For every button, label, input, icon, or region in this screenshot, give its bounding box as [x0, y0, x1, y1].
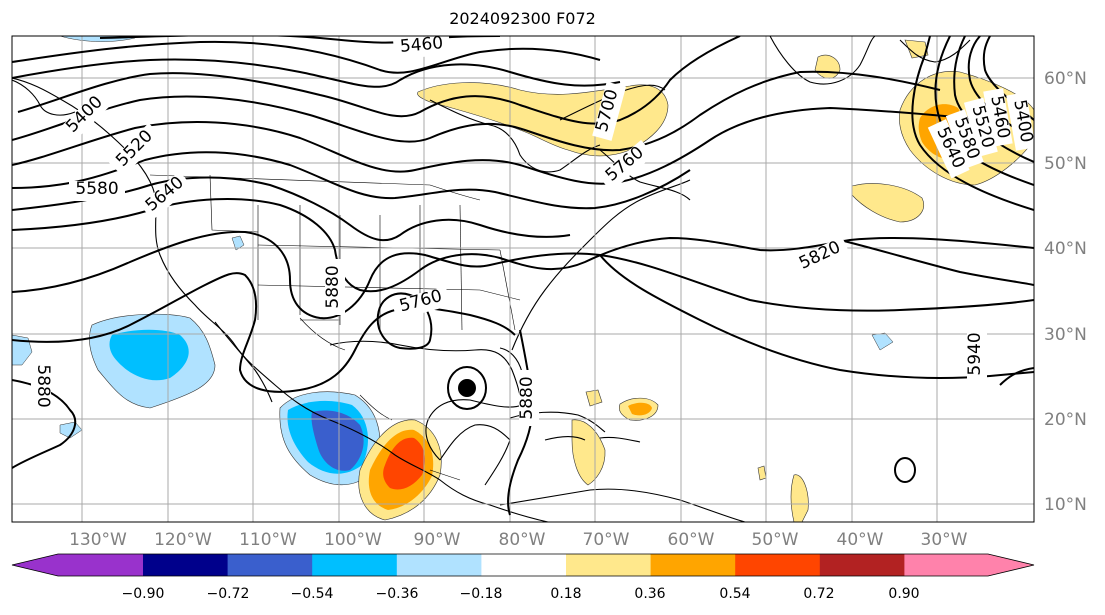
colorbar-swatch: [904, 554, 988, 576]
lat-label: 60°N: [1044, 69, 1087, 89]
lon-label: 50°W: [752, 530, 799, 550]
lat-label: 40°N: [1044, 239, 1087, 259]
latitude-labels: 60°N 50°N 40°N 30°N 20°N 10°N: [1044, 69, 1087, 515]
lat-label: 10°N: [1044, 495, 1087, 515]
colorbar-tick-label: −0.72: [206, 586, 250, 602]
colorbar-tick-label: 0.36: [634, 586, 666, 602]
colorbar-swatch: [58, 554, 143, 576]
yucatan: [439, 424, 511, 486]
contour-label: 5460: [399, 33, 444, 57]
canada-coast: [429, 99, 601, 173]
lon-label: 40°W: [837, 530, 884, 550]
lat-label: 30°N: [1044, 325, 1087, 345]
lon-label: 70°W: [583, 530, 630, 550]
contour-label: 5580: [75, 179, 118, 199]
colorbar-swatch: [396, 554, 482, 576]
greenland: [769, 36, 876, 85]
colorbar-swatch: [650, 554, 736, 576]
lon-label: 60°W: [668, 530, 715, 550]
north-america-west-coast: [12, 77, 549, 522]
colorbar-swatch: [312, 554, 398, 576]
colorbar-outline: [11, 553, 1035, 577]
colorbar-tick-label: −0.90: [121, 586, 165, 602]
colorbar-swatch: [735, 554, 821, 576]
map-title: 2024092300 F072: [449, 9, 596, 28]
height-contours: [12, 36, 1034, 516]
lon-label: 120°W: [154, 530, 212, 550]
colorbar-tick-label: −0.36: [375, 586, 419, 602]
tropical-cyclone-marker: [458, 379, 476, 397]
negative-anomaly-pacific-core: [109, 329, 189, 381]
contour-label: 5880: [517, 376, 537, 419]
longitude-labels: 130°W 120°W 110°W 100°W 90°W 80°W 70°W 6…: [69, 530, 968, 550]
lon-label: 130°W: [69, 530, 127, 550]
colorbar-swatch: [819, 554, 905, 576]
negative-anomaly-mexico-core: [311, 410, 364, 471]
lon-label: 90°W: [414, 530, 461, 550]
colorbar-tick-label: 0.54: [719, 586, 751, 602]
lat-label: 50°N: [1044, 154, 1087, 174]
colorbar-extend-low: [12, 554, 58, 576]
gulf-coast: [329, 340, 523, 461]
colorbar-swatch: [481, 554, 567, 576]
colorbar-extend-high: [988, 554, 1034, 576]
colorbar-swatch: [143, 554, 229, 576]
colorbar-tick-label: −0.54: [290, 586, 334, 602]
map-frame: [11, 35, 1035, 523]
us-east-coast: [511, 179, 691, 351]
contour-label: 5880: [323, 265, 343, 308]
colorbar: [11, 553, 1035, 577]
contour-label: 5880: [33, 364, 53, 407]
lon-label: 30°W: [921, 530, 968, 550]
colorbar-tick-label: 0.18: [550, 586, 582, 602]
colorbar-swatch: [227, 554, 313, 576]
colorbar-tick-label: 0.72: [803, 586, 835, 602]
south-america-coast: [499, 488, 746, 522]
lon-label: 80°W: [499, 530, 546, 550]
lat-label: 20°N: [1044, 410, 1087, 430]
contour-label: 5940: [965, 332, 985, 375]
lon-label: 110°W: [239, 530, 297, 550]
colorbar-swatch: [566, 554, 652, 576]
colorbar-tick-label: −0.18: [459, 586, 503, 602]
lon-label: 100°W: [324, 530, 382, 550]
colorbar-tick-label: 0.90: [888, 586, 920, 602]
